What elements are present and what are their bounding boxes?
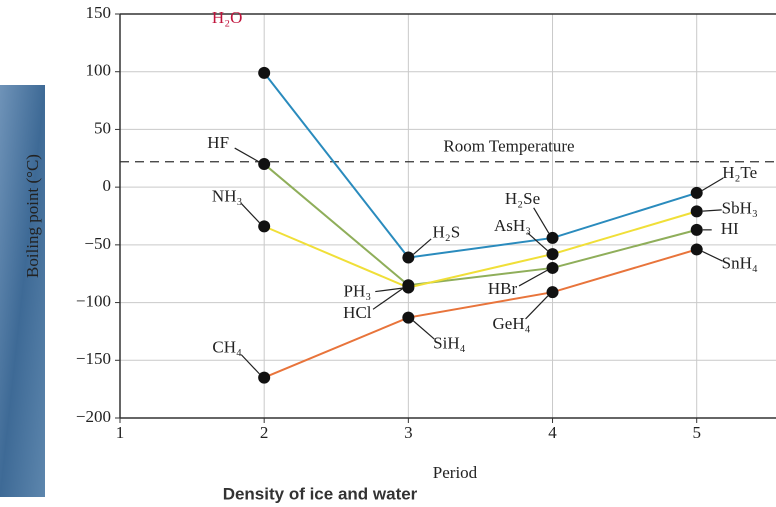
point [546,261,559,274]
point-label: HCl [343,303,372,322]
leader-line [240,354,260,375]
point [690,223,703,236]
x-tick-label: 1 [116,423,125,442]
y-tick-label: 150 [86,3,112,22]
side-image [0,85,45,497]
x-tick-label: 5 [692,423,701,442]
point-label: SnH₄ [722,253,758,272]
leader-line [533,207,550,234]
point-label: H₂S [433,222,461,241]
point-label: HF [207,133,229,152]
series-line [263,210,697,289]
point-label: H₂O [212,8,242,27]
leader-line [702,209,722,212]
point-label: AsH₃ [494,216,531,235]
reference-label: Room Temperature [443,137,574,156]
point-label: GeH₄ [493,314,531,333]
y-tick-label: −50 [84,234,111,253]
point [690,186,703,199]
y-tick-label: −150 [76,349,111,368]
y-tick-label: 0 [103,176,112,195]
point [258,220,271,233]
point-label: SbH₃ [722,198,758,217]
point-label: H₂Te [722,163,757,182]
leader-line [375,287,403,293]
chart-title: Density of ice and water [223,484,418,503]
point-label: H₂Se [505,189,540,208]
series-line [263,163,697,287]
point [258,158,271,171]
y-axis-label: Boiling point (°C) [23,154,42,278]
leader-line [413,238,432,255]
y-tick-label: 50 [94,118,111,137]
point [690,205,703,218]
leader-line [240,203,260,224]
point [546,231,559,244]
y-tick-label: −100 [76,291,111,310]
x-tick-label: 3 [404,423,413,442]
leader-line [412,320,435,340]
y-tick-label: 100 [86,61,112,80]
point-label: PH₃ [344,281,372,300]
series-line [263,72,698,259]
point [690,243,703,256]
leader-line [372,287,404,310]
leader-line [702,250,723,262]
leader-line [234,147,259,163]
point [402,311,415,324]
point-label: CH₄ [212,338,242,357]
point [546,248,559,261]
point-label: HBr [488,279,518,298]
point [258,66,271,79]
point-label: SiH₄ [433,333,465,352]
leader-line [518,269,548,287]
point-label: HI [721,219,739,238]
x-axis-label: Period [433,463,478,482]
point-label: NH₃ [212,186,243,205]
point [258,371,271,384]
x-tick-label: 4 [548,423,557,442]
leader-line [701,177,724,192]
point [402,251,415,264]
x-tick-label: 2 [260,423,269,442]
series-line [263,248,697,379]
y-tick-label: −200 [76,407,111,426]
leader-line [527,232,548,252]
leader-line [525,295,549,320]
point [546,286,559,299]
point [402,281,415,294]
